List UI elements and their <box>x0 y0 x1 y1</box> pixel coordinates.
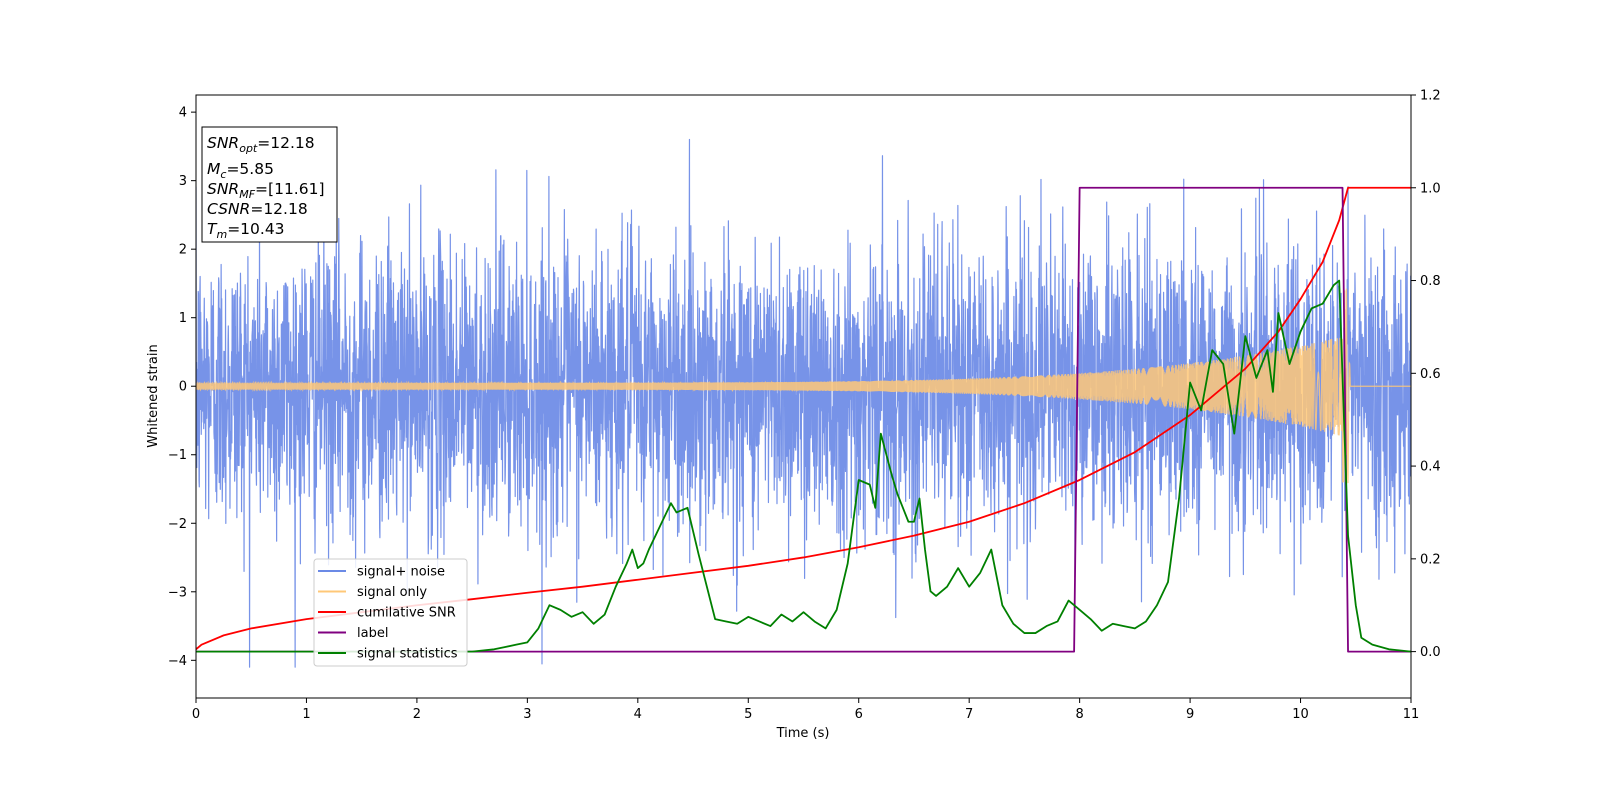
x-tick-label: 6 <box>855 707 863 722</box>
legend-item-cumulative-snr: cumilative SNR <box>318 606 456 621</box>
legend-label: label <box>357 626 388 641</box>
y-right-tick-label: 0.6 <box>1420 367 1441 382</box>
legend-label: cumilative SNR <box>357 606 456 621</box>
x-tick-label: 1 <box>302 707 310 722</box>
series-signal-only <box>196 288 1411 484</box>
legend-item-signal-only: signal only <box>318 585 427 600</box>
x-tick-label: 9 <box>1186 707 1194 722</box>
y-right-tick-label: 1.0 <box>1420 181 1441 196</box>
info-line: Mc=5.85 <box>207 160 274 181</box>
x-tick-label: 11 <box>1403 707 1420 722</box>
y-left-tick-label: 3 <box>179 174 187 189</box>
x-tick-label: 0 <box>192 707 200 722</box>
y-axis-right: 0.0 0.2 0.4 0.6 0.8 1.0 1.2 <box>1411 89 1441 660</box>
y-right-tick-label: 0.4 <box>1420 460 1441 475</box>
legend-item-label: label <box>318 626 388 641</box>
legend-item-signal-noise: signal+ noise <box>318 565 445 580</box>
plot-frame <box>195 94 1412 699</box>
y-right-tick-label: 1.2 <box>1420 89 1441 104</box>
info-box: SNRopt=12.18 Mc=5.85SNRMF=[11.61]CSNR=12.… <box>201 126 338 243</box>
info-box-frame <box>201 126 338 243</box>
info-line: Tm=10.43 <box>207 220 285 241</box>
info-line: SNRopt=12.18 <box>207 134 315 155</box>
y-left-tick-label: 2 <box>179 243 187 258</box>
y-left-tick-label: −2 <box>168 517 187 532</box>
info-line: SNRMF=[11.61] <box>207 180 325 201</box>
legend-item-signal-statistics: signal statistics <box>318 647 458 662</box>
x-axis-label: Time (s) <box>776 726 830 741</box>
x-tick-label: 10 <box>1292 707 1309 722</box>
y-left-tick-label: 0 <box>179 380 187 395</box>
y-axis-label: Whitened strain <box>146 344 161 447</box>
legend-label: signal+ noise <box>357 565 445 580</box>
y-right-tick-label: 0.0 <box>1420 645 1441 660</box>
y-left-tick-label: −1 <box>168 448 187 463</box>
series-label <box>196 186 1411 653</box>
x-tick-label: 4 <box>634 707 642 722</box>
legend-label: signal only <box>357 585 427 600</box>
x-tick-label: 8 <box>1075 707 1083 722</box>
y-right-tick-label: 0.2 <box>1420 552 1441 567</box>
x-tick-label: 5 <box>744 707 752 722</box>
legend-frame <box>313 558 468 667</box>
x-tick-label: 7 <box>965 707 973 722</box>
y-left-tick-label: 1 <box>179 311 187 326</box>
x-axis: 0 1 2 3 4 5 6 7 8 9 10 11 <box>192 698 1419 722</box>
legend-label: signal statistics <box>357 647 458 662</box>
y-right-tick-label: 0.8 <box>1420 274 1441 289</box>
legend: signal+ noise signal only cumilative SNR la… <box>313 558 468 667</box>
x-tick-label: 2 <box>413 707 421 722</box>
series-signal-statistics <box>196 279 1411 653</box>
info-line: CSNR=12.18 <box>207 200 308 218</box>
y-axis-left: −4 −3 −2 −1 0 1 2 3 4 <box>168 106 196 669</box>
y-left-tick-label: 4 <box>179 106 187 121</box>
x-tick-label: 3 <box>523 707 531 722</box>
y-left-tick-label: −4 <box>168 654 187 669</box>
y-left-tick-label: −3 <box>168 585 187 600</box>
